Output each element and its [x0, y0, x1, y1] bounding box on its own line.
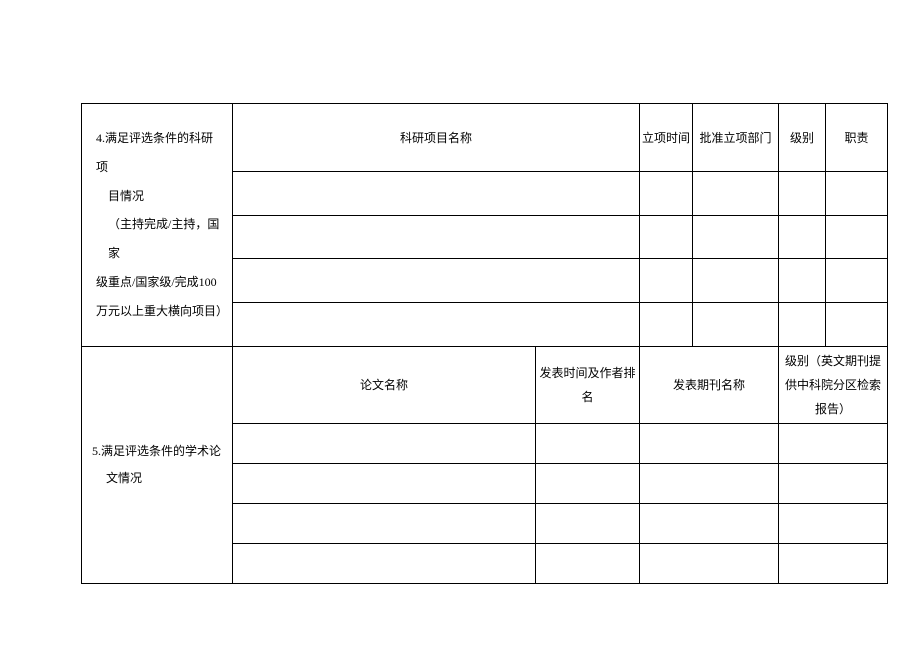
- s5-r1-c4: [779, 463, 888, 503]
- s5-r3-c1: [233, 543, 536, 583]
- form-table: 4.满足评选条件的科研项 目情况 （主持完成/主持，国家 级重点/国家级/完成1…: [81, 103, 888, 584]
- s4-r3-c4: [779, 302, 826, 346]
- s4-r0-c1: [233, 172, 640, 216]
- section4-label-4: 级重点/国家级/完成100: [96, 275, 217, 289]
- s4-r3-c2: [640, 302, 693, 346]
- s4-r1-c5: [826, 215, 888, 259]
- section5-header-time: 发表时间及作者排名: [536, 346, 640, 423]
- s5-r3-c2: [536, 543, 640, 583]
- s4-r3-c1: [233, 302, 640, 346]
- s5-r2-c1: [233, 503, 536, 543]
- section4-label-1: 4.满足评选条件的科研项: [96, 131, 213, 174]
- section4-label-2: 目情况: [108, 189, 144, 203]
- s4-r2-c4: [779, 259, 826, 303]
- page: 4.满足评选条件的科研项 目情况 （主持完成/主持，国家 级重点/国家级/完成1…: [0, 0, 920, 651]
- s4-r2-c5: [826, 259, 888, 303]
- section4-header-level: 级别: [779, 104, 826, 172]
- s4-r3-c3: [693, 302, 779, 346]
- s5-r1-c3: [640, 463, 779, 503]
- s5-r3-c4: [779, 543, 888, 583]
- s5-r0-c1: [233, 423, 536, 463]
- section5-header-name: 论文名称: [233, 346, 536, 423]
- section4-header-duty: 职责: [826, 104, 888, 172]
- section4-header-row: 4.满足评选条件的科研项 目情况 （主持完成/主持，国家 级重点/国家级/完成1…: [82, 104, 888, 172]
- s5-r0-c4: [779, 423, 888, 463]
- s4-r1-c4: [779, 215, 826, 259]
- section5-label-2: 文情况: [106, 471, 142, 485]
- section5-header-journal: 发表期刊名称: [640, 346, 779, 423]
- s4-r2-c2: [640, 259, 693, 303]
- section4-label-5: 万元以上重大横向项目）: [96, 304, 228, 318]
- s5-r3-c3: [640, 543, 779, 583]
- section5-label: 5.满足评选条件的学术论 文情况: [82, 346, 233, 583]
- s5-r0-c3: [640, 423, 779, 463]
- s4-r3-c5: [826, 302, 888, 346]
- s4-r1-c2: [640, 215, 693, 259]
- s4-r0-c5: [826, 172, 888, 216]
- section4-header-dept: 批准立项部门: [693, 104, 779, 172]
- s5-r2-c4: [779, 503, 888, 543]
- section5-header-level: 级别（英文期刊提供中科院分区检索报告）: [779, 346, 888, 423]
- section4-header-name: 科研项目名称: [233, 104, 640, 172]
- s4-r0-c4: [779, 172, 826, 216]
- s4-r0-c2: [640, 172, 693, 216]
- section4-header-time: 立项时间: [640, 104, 693, 172]
- s5-r1-c1: [233, 463, 536, 503]
- section4-label: 4.满足评选条件的科研项 目情况 （主持完成/主持，国家 级重点/国家级/完成1…: [82, 104, 233, 347]
- section4-label-3: （主持完成/主持，国家: [108, 217, 219, 260]
- s4-r1-c3: [693, 215, 779, 259]
- section5-label-1: 5.满足评选条件的学术论: [92, 444, 221, 458]
- s5-r2-c2: [536, 503, 640, 543]
- s4-r1-c1: [233, 215, 640, 259]
- s4-r2-c1: [233, 259, 640, 303]
- s4-r2-c3: [693, 259, 779, 303]
- s5-r1-c2: [536, 463, 640, 503]
- section5-header-row: 5.满足评选条件的学术论 文情况 论文名称 发表时间及作者排名 发表期刊名称 级…: [82, 346, 888, 423]
- s5-r0-c2: [536, 423, 640, 463]
- s5-r2-c3: [640, 503, 779, 543]
- s4-r0-c3: [693, 172, 779, 216]
